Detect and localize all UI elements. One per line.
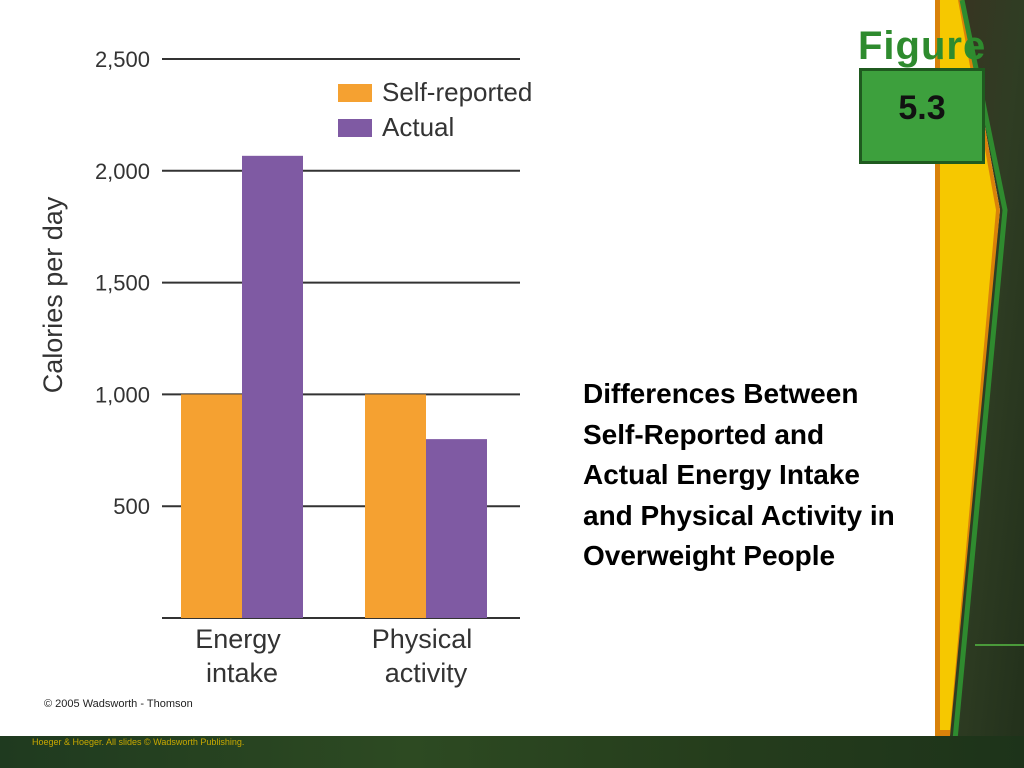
y-tick-label: 2,000 xyxy=(95,159,150,184)
category-labels: Energy intake Physical activity xyxy=(195,624,472,688)
y-tick-label: 500 xyxy=(113,494,150,519)
copyright-note: © 2005 Wadsworth - Thomson xyxy=(44,698,193,710)
yellow-stripe xyxy=(940,0,996,730)
figure-badge-word: Figure xyxy=(858,24,987,68)
y-tick-label: 1,500 xyxy=(95,271,150,296)
legend-swatch xyxy=(338,119,372,137)
legend-swatch xyxy=(338,84,372,102)
footer-bar xyxy=(0,736,1024,768)
bars xyxy=(181,155,487,619)
footer-text: Hoeger & Hoeger. All slides © Wadsworth … xyxy=(32,737,245,747)
category-label: activity xyxy=(385,658,468,688)
bar-self-reported xyxy=(181,394,242,618)
bar-actual xyxy=(242,155,303,619)
bar-actual xyxy=(426,439,487,618)
category-label: Physical xyxy=(372,624,473,654)
legend-label: Actual xyxy=(382,112,454,142)
figure-title: Differences Between Self-Reported and Ac… xyxy=(583,378,895,571)
category-label: Energy xyxy=(195,624,281,654)
figure-badge-number: 5.3 xyxy=(898,89,946,127)
bar-self-reported xyxy=(365,394,426,618)
legend-label: Self-reported xyxy=(382,77,532,107)
y-tick-label: 1,000 xyxy=(95,382,150,407)
y-axis-label: Calories per day xyxy=(38,196,68,393)
category-label: intake xyxy=(206,658,278,688)
figure-badge: 5.3 xyxy=(859,68,985,164)
legend: Self-reported Actual xyxy=(338,77,532,142)
y-tick-label: 2,500 xyxy=(95,47,150,72)
y-tick-labels: 500 1,000 1,500 2,000 2,500 xyxy=(95,47,150,519)
